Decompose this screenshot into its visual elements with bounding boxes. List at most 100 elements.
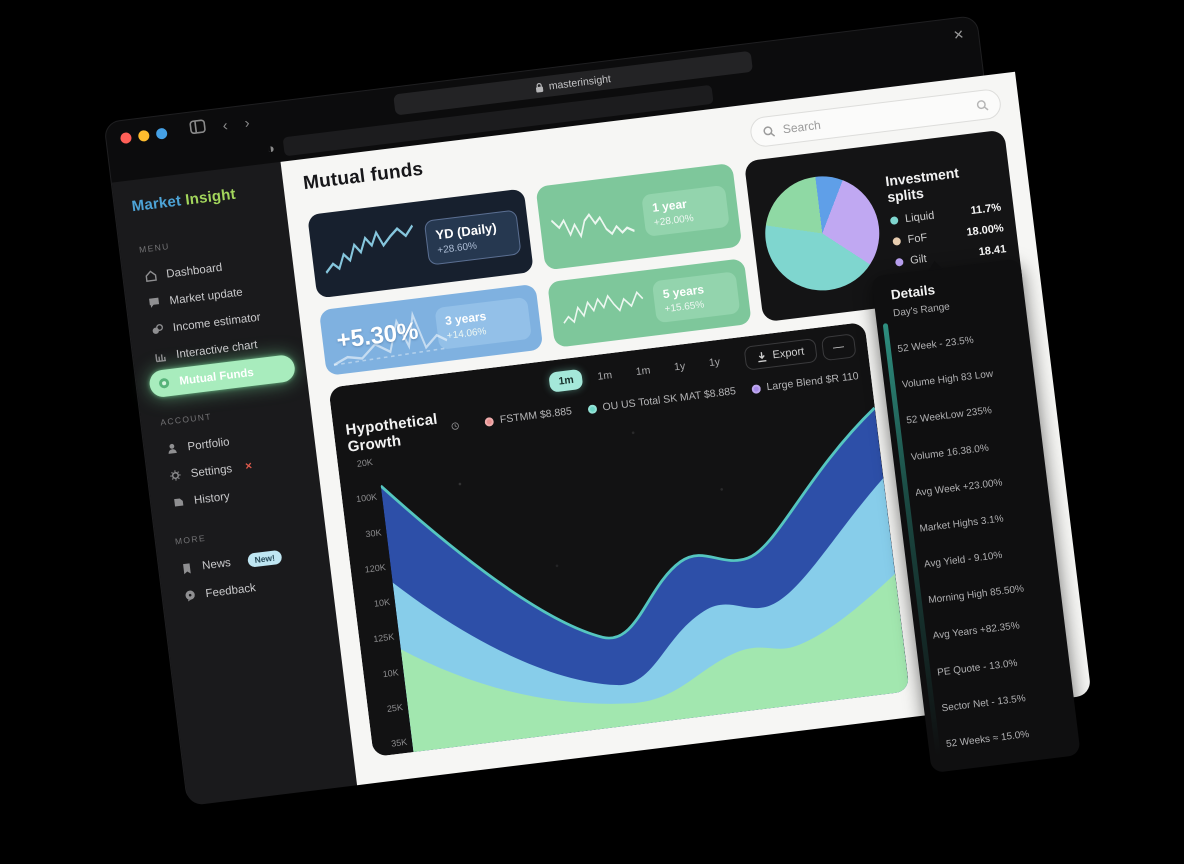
details-row: Avg Week +23.00% <box>914 477 1004 499</box>
sidebar-item-label: History <box>193 490 231 507</box>
five-years-subcard[interactable]: 5 years +15.65% <box>652 271 741 324</box>
range-pill-1m[interactable]: 1m <box>596 369 613 383</box>
browser-window: ‹ › masterinsight ✕ ◑ Market Insight MEN… <box>103 14 1092 806</box>
shield-icon[interactable]: ◑ <box>265 140 276 156</box>
page-header: Mutual funds Search <box>302 84 1004 215</box>
investment-splits-title: Investment splits <box>884 163 960 205</box>
fof-dot-icon <box>892 236 902 246</box>
export-button[interactable]: Export <box>743 338 818 371</box>
sidebar-item-label: Portfolio <box>186 435 231 453</box>
close-icon[interactable]: ✕ <box>952 26 965 43</box>
ytd-subcard[interactable]: YD (Daily) +28.60% <box>423 209 522 266</box>
one-year-card[interactable]: 1 year +28.00% <box>535 162 743 271</box>
five-years-sparkline <box>563 291 644 324</box>
export-label: Export <box>771 345 805 362</box>
range-pill-1y[interactable]: 1y <box>673 360 686 374</box>
y-tick: 20K <box>356 456 374 469</box>
close-window-button[interactable] <box>119 131 133 144</box>
zoom-window-button[interactable] <box>155 127 168 140</box>
browser-tab[interactable]: masterinsight <box>392 50 753 116</box>
search-input[interactable]: Search <box>748 87 1003 149</box>
total-mkt-dot-icon <box>587 403 598 414</box>
ytd-sparkline <box>325 224 414 274</box>
details-row: Morning High 85.50% <box>927 583 1025 607</box>
sidebar-toggle-icon[interactable] <box>189 118 207 139</box>
sidebar-item-label: Settings <box>190 462 233 480</box>
chart-section: 1m 1m 1m 1y 1y Export — Hy <box>328 258 1081 840</box>
sidebar-item-label: News <box>201 556 232 573</box>
range-pill-1m-active[interactable]: 1m <box>548 368 584 393</box>
sidebar-item-mutual-funds[interactable]: Mutual Funds <box>148 353 297 399</box>
y-tick: 35K <box>390 736 408 749</box>
sidebar-item-label: Interactive chart <box>175 338 259 361</box>
details-panel: Details Day's Range 52 Week - 23.5% Volu… <box>870 258 1081 774</box>
person-icon <box>168 443 177 454</box>
sidebar-item-news[interactable]: News New! <box>171 538 319 584</box>
details-caret <box>927 260 943 271</box>
sidebar-item-label: Feedback <box>204 581 257 600</box>
browser-titlebar: ‹ › masterinsight ✕ <box>104 16 980 157</box>
growth-legend-fstmm: FSTMM $8.885 <box>484 405 573 428</box>
back-button[interactable]: ‹ <box>221 116 229 135</box>
growth-legend-label: OU US Total SK MAT $8.885 <box>601 385 737 414</box>
stat-cards: YD (Daily) +28.60% +5.30% 3 years +14.06… <box>307 129 1024 376</box>
range-pill-1y-2[interactable]: 1y <box>708 355 721 370</box>
legend-item-fof: FoF 18.00% <box>892 222 1004 248</box>
app-logo: Market Insight <box>131 181 274 216</box>
sidebar-item-settings[interactable]: Settings ✕ <box>159 446 307 491</box>
app-content: Market Insight MENU Dashboard Market upd… <box>111 71 1092 806</box>
details-row: 52 Week - 23.5% <box>896 334 975 356</box>
search-icon <box>763 125 775 137</box>
details-rows: Day's Range 52 Week - 23.5% Volume High … <box>893 294 1068 751</box>
bookmark-icon <box>183 562 191 574</box>
fstmm-dot-icon <box>484 416 495 427</box>
sidebar-item-portfolio[interactable]: Portfolio <box>156 419 304 464</box>
five-years-card[interactable]: 5 years +15.65% <box>547 258 752 348</box>
legend-value: 18.00% <box>965 221 1005 239</box>
sidebar-item-interactive-chart[interactable]: Interactive chart <box>145 327 293 372</box>
details-row: Avg Years +82.35% <box>932 620 1021 643</box>
search-icon[interactable] <box>975 98 989 112</box>
search-placeholder: Search <box>782 117 822 137</box>
one-year-subcard[interactable]: 1 year +28.00% <box>641 184 730 237</box>
sidebar-item-market-update[interactable]: Market update <box>138 273 286 318</box>
minimize-window-button[interactable] <box>137 129 150 142</box>
chart-body: 20K 100K 30K 120K 10K 125K 10K 25K 35K <box>345 393 910 756</box>
details-row: Sector Net - 13.5% <box>941 692 1027 715</box>
gilt-dot-icon <box>894 257 904 267</box>
chat-icon <box>149 297 160 308</box>
home-icon <box>145 270 157 282</box>
new-badge: New! <box>246 549 283 568</box>
legend-value: 18.41 <box>978 242 1007 258</box>
headline-return-card[interactable]: +5.30% 3 years +14.06% <box>318 283 544 376</box>
y-tick: 30K <box>364 526 382 539</box>
ytd-card[interactable]: YD (Daily) +28.60% <box>307 188 534 299</box>
feedback-icon <box>185 590 195 602</box>
y-tick: 125K <box>372 631 395 645</box>
collapse-button[interactable]: — <box>820 333 857 362</box>
y-tick: 100K <box>355 491 378 505</box>
lock-icon <box>535 82 543 93</box>
legend-value: 11.7% <box>969 200 1002 217</box>
sidebar-item-dashboard[interactable]: Dashboard <box>135 247 283 292</box>
download-icon <box>758 351 767 362</box>
sidebar-item-label: Income estimator <box>172 311 262 334</box>
liquid-dot-icon <box>889 215 899 225</box>
large-blend-dot-icon <box>751 383 762 394</box>
y-tick: 25K <box>386 701 404 714</box>
bar-chart-icon <box>155 354 167 363</box>
forward-button[interactable]: › <box>243 113 251 132</box>
range-pill-1m-2[interactable]: 1m <box>635 364 652 379</box>
legend-name: Liquid <box>904 209 935 225</box>
details-row: Avg Yield - 9.10% <box>923 550 1003 571</box>
clock-icon <box>451 421 459 430</box>
chart-title-row: Hypothetical Growth FSTMM $8.885 OU US T… <box>345 359 861 456</box>
y-tick: 10K <box>382 666 400 679</box>
one-year-sparkline <box>551 212 635 239</box>
sidebar-item-history[interactable]: History <box>163 473 311 518</box>
sidebar: Market Insight MENU Dashboard Market upd… <box>111 161 358 806</box>
investment-splits-pie <box>758 169 886 297</box>
sidebar-item-income-estimator[interactable]: Income estimator <box>142 300 290 345</box>
sidebar-item-feedback[interactable]: Feedback <box>174 566 322 611</box>
